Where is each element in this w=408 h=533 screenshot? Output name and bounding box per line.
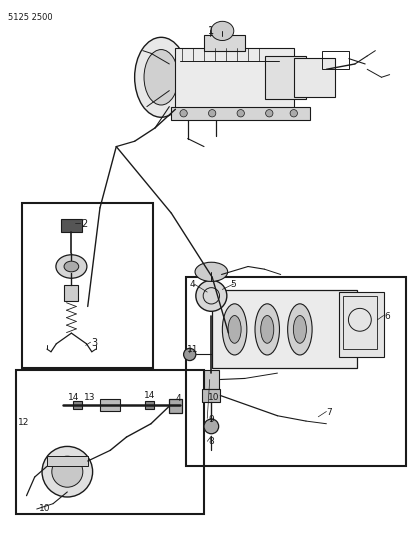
Bar <box>16 370 204 514</box>
Circle shape <box>237 110 244 117</box>
Bar <box>265 56 306 99</box>
Ellipse shape <box>195 262 228 281</box>
Bar <box>175 48 294 112</box>
Circle shape <box>196 280 227 311</box>
Bar <box>61 219 82 232</box>
Text: 1: 1 <box>208 26 214 36</box>
Text: 14: 14 <box>68 393 80 402</box>
Bar <box>22 203 153 368</box>
Ellipse shape <box>288 304 312 355</box>
Bar <box>343 296 377 349</box>
Ellipse shape <box>222 304 247 355</box>
Text: 8: 8 <box>208 437 214 446</box>
Ellipse shape <box>64 261 79 272</box>
Circle shape <box>208 110 216 117</box>
Ellipse shape <box>255 304 279 355</box>
Text: 9: 9 <box>208 415 214 424</box>
Ellipse shape <box>211 21 234 41</box>
Ellipse shape <box>144 50 178 105</box>
Text: 4: 4 <box>190 280 195 289</box>
Circle shape <box>184 349 196 360</box>
Bar <box>171 107 310 120</box>
Bar <box>339 292 384 357</box>
Text: 10: 10 <box>208 393 220 402</box>
Bar <box>186 277 406 466</box>
Text: 7: 7 <box>326 408 332 417</box>
Bar <box>145 401 154 409</box>
Text: 13: 13 <box>84 393 95 402</box>
Text: 10: 10 <box>39 504 50 513</box>
Ellipse shape <box>135 37 188 117</box>
Bar <box>322 51 349 69</box>
Circle shape <box>266 110 273 117</box>
Ellipse shape <box>56 255 87 278</box>
Text: 6: 6 <box>384 312 390 321</box>
Circle shape <box>180 110 187 117</box>
Text: 14: 14 <box>144 391 155 400</box>
Bar <box>204 35 245 51</box>
Text: 3: 3 <box>92 338 98 349</box>
Circle shape <box>52 456 83 487</box>
Text: 11: 11 <box>187 345 198 354</box>
Ellipse shape <box>293 316 306 343</box>
Bar <box>204 370 219 389</box>
Ellipse shape <box>261 316 274 343</box>
Text: 5: 5 <box>231 280 236 289</box>
Circle shape <box>204 419 219 434</box>
Bar <box>202 389 220 402</box>
Text: 2: 2 <box>82 219 88 229</box>
Bar <box>169 399 182 413</box>
Bar <box>47 456 88 466</box>
Text: 4: 4 <box>175 394 181 403</box>
Bar <box>100 399 120 411</box>
Text: 12: 12 <box>18 418 30 427</box>
Bar <box>64 285 78 301</box>
Bar <box>73 401 82 409</box>
Circle shape <box>290 110 297 117</box>
Circle shape <box>42 447 93 497</box>
Text: 5125 2500: 5125 2500 <box>8 13 53 22</box>
Ellipse shape <box>228 316 241 343</box>
Bar <box>294 58 335 97</box>
Bar <box>212 290 357 368</box>
